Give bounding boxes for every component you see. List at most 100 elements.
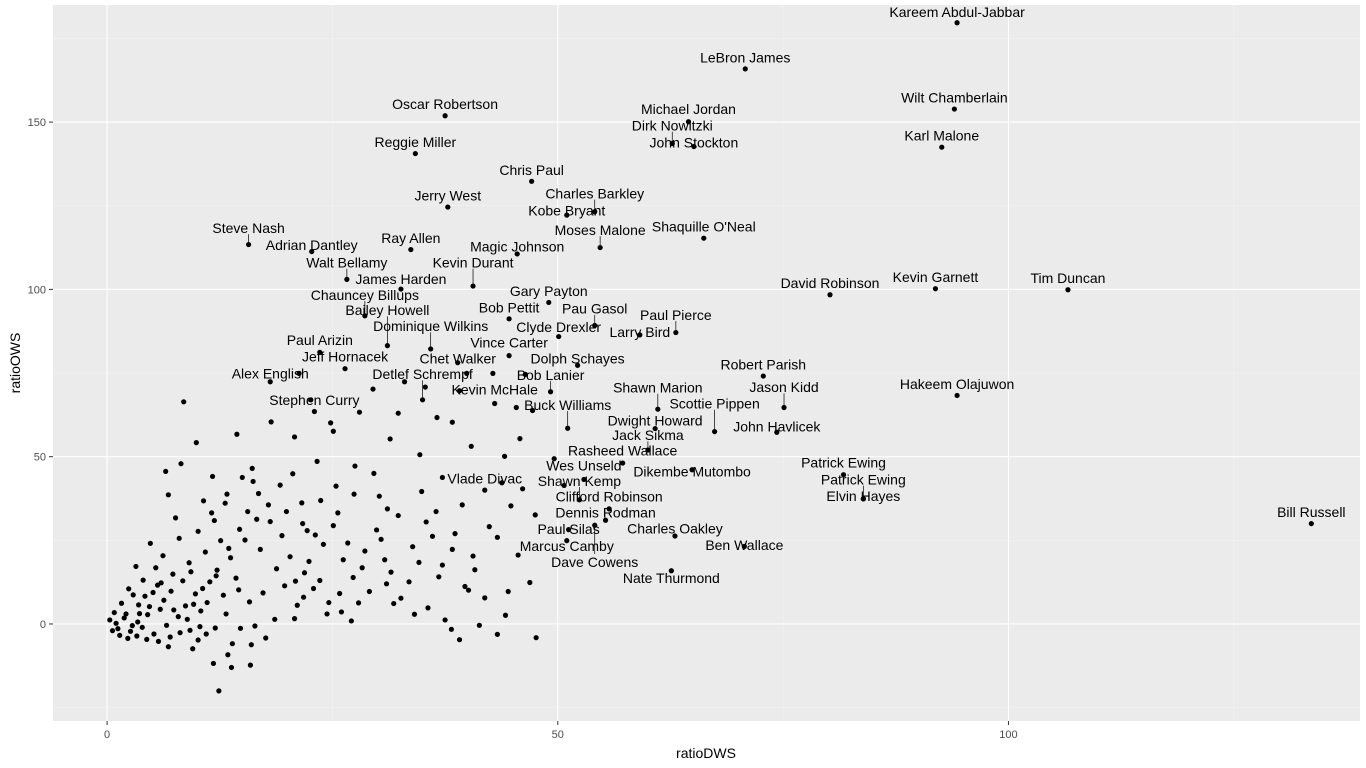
data-point <box>209 510 215 516</box>
data-point <box>350 574 356 581</box>
point-label: Reggie Miller <box>375 134 457 150</box>
data-point <box>502 612 509 618</box>
y-tick-label: 0 <box>40 619 46 631</box>
point-label: Moses Malone <box>555 222 646 238</box>
point-label: Oscar Robertson <box>392 96 498 112</box>
data-point <box>378 536 384 542</box>
data-point <box>140 577 146 583</box>
data-point <box>111 609 117 616</box>
point-label: Dominique Wilkins <box>373 318 488 334</box>
data-point <box>268 419 274 425</box>
data-point <box>223 611 229 617</box>
x-tick-label: 0 <box>104 729 110 741</box>
labeled-data-point <box>506 316 512 322</box>
data-point <box>532 512 538 518</box>
data-point <box>291 616 298 622</box>
data-point <box>468 443 474 449</box>
data-point <box>133 563 139 570</box>
data-point <box>160 553 166 559</box>
data-point <box>151 631 157 637</box>
data-point <box>229 641 235 647</box>
data-point <box>425 605 431 611</box>
data-point <box>167 634 173 640</box>
data-point <box>529 407 536 414</box>
data-point <box>184 616 190 622</box>
grid-major <box>53 5 1360 721</box>
point-label: Shaquille O'Neal <box>652 219 756 235</box>
data-point <box>314 458 320 464</box>
data-point <box>533 635 539 641</box>
data-point <box>125 635 131 641</box>
labeled-data-point <box>529 178 535 184</box>
data-point <box>464 370 470 376</box>
point-label: Jerry West <box>414 188 481 204</box>
data-point <box>195 528 201 534</box>
labeled-data-point <box>954 20 960 26</box>
data-point <box>352 463 358 469</box>
labeled-data-point <box>954 392 960 399</box>
data-point <box>472 567 478 573</box>
data-point <box>330 523 336 529</box>
point-label: Charles Oakley <box>627 521 723 537</box>
labeled-data-point <box>741 543 747 549</box>
point-label: Dave Cowens <box>551 554 638 570</box>
labeled-data-point <box>546 299 552 306</box>
data-point <box>520 486 526 492</box>
data-point <box>406 579 412 585</box>
data-point <box>501 453 508 459</box>
labeled-data-point <box>939 144 945 150</box>
point-label: Patrick Ewing <box>821 472 906 488</box>
labeled-data-point <box>652 425 658 432</box>
data-point <box>224 491 230 497</box>
data-point <box>345 540 351 546</box>
labeled-data-point <box>760 373 766 379</box>
point-label: Kevin McHale <box>451 382 538 398</box>
labeled-data-point <box>1065 287 1071 293</box>
data-point <box>383 581 390 587</box>
data-point <box>551 456 557 462</box>
data-point <box>134 633 140 639</box>
data-point <box>153 565 159 571</box>
data-point <box>178 461 184 467</box>
data-point <box>283 508 290 515</box>
point-label: Bob Lanier <box>517 367 585 383</box>
data-point <box>168 588 174 594</box>
data-point <box>155 638 162 644</box>
data-point <box>459 502 465 508</box>
point-label: Kareem Abdul-Jabbar <box>889 4 1025 20</box>
y-tick-label: 50 <box>34 452 46 464</box>
point-label: LeBron James <box>700 49 790 65</box>
data-point <box>442 617 448 623</box>
data-point <box>333 483 339 489</box>
labeled-data-point <box>267 379 273 385</box>
point-label: Marcus Camby <box>520 538 614 554</box>
data-point <box>494 631 500 637</box>
data-point <box>234 431 240 437</box>
data-point <box>436 574 442 580</box>
point-label: James Harden <box>355 271 446 287</box>
data-point <box>470 553 476 559</box>
data-point <box>192 591 199 597</box>
data-point <box>204 599 210 606</box>
data-point <box>257 546 263 552</box>
data-point <box>214 567 220 573</box>
point-label: Michael Jordan <box>641 101 736 117</box>
point-label: Walt Bellamy <box>306 254 387 270</box>
point-label: David Robinson <box>781 275 880 291</box>
data-point <box>456 637 463 643</box>
labeled-data-point <box>602 517 609 523</box>
data-point <box>439 562 445 568</box>
data-point <box>465 587 472 593</box>
point-label: Nate Thurmond <box>623 570 720 586</box>
data-point <box>250 478 256 485</box>
point-label: Rasheed Wallace <box>568 442 677 458</box>
data-point <box>419 488 425 495</box>
data-point <box>212 625 218 631</box>
point-label: Alex English <box>232 365 309 381</box>
data-point <box>145 612 151 618</box>
point-label: Jack Sikma <box>612 427 684 443</box>
y-tick-label: 100 <box>28 284 46 296</box>
point-label: Dennis Rodman <box>555 505 655 521</box>
data-point <box>348 618 354 624</box>
data-point <box>388 569 394 575</box>
